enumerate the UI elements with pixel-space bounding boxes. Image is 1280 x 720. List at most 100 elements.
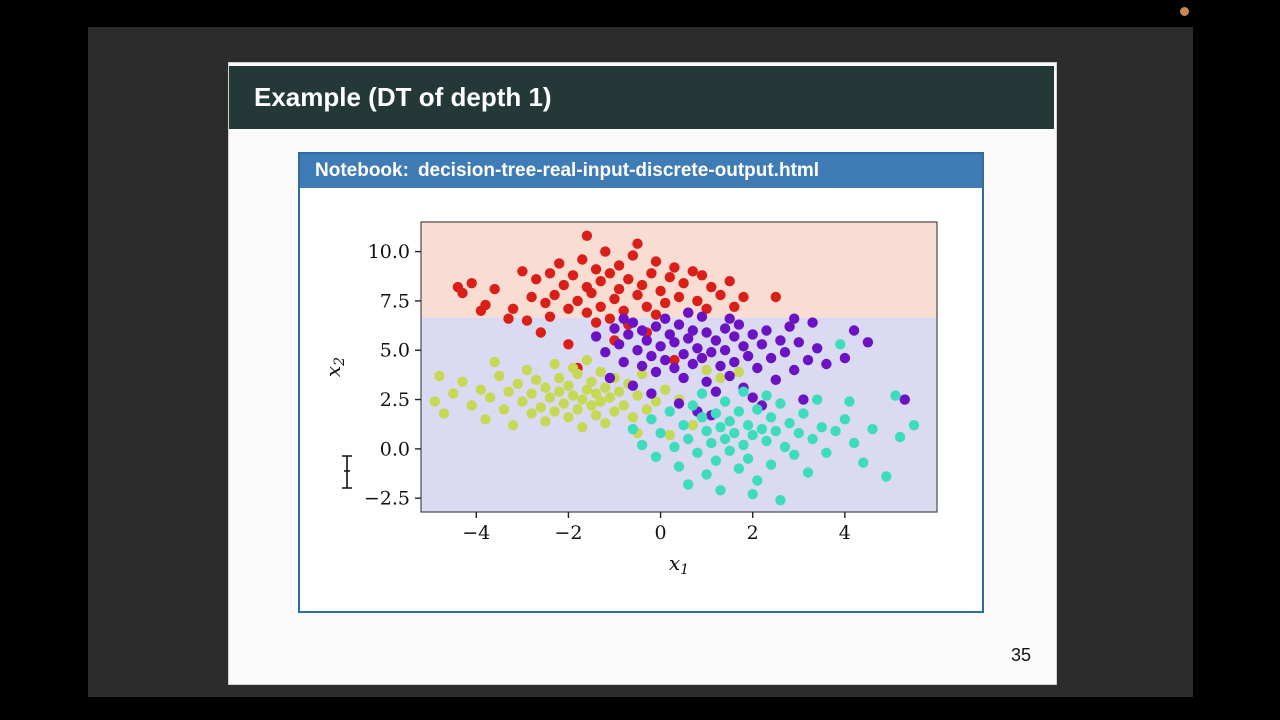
point-class-yellow-green [627,412,639,423]
point-class-purple [752,362,763,374]
point-class-purple [609,323,620,334]
point-class-red [604,268,616,279]
point-class-cyan [719,396,731,407]
point-class-purple [673,319,685,330]
point-class-red [503,313,514,324]
point-class-red [577,254,588,265]
point-class-purple [646,388,657,399]
point-class-yellow-green [507,420,519,431]
point-class-red [480,299,491,311]
point-class-cyan [789,449,800,460]
point-class-cyan [867,423,878,435]
point-class-purple [742,350,754,362]
point-class-yellow-green [531,374,542,385]
point-class-purple [604,372,616,384]
point-class-purple [696,352,708,364]
point-class-red [632,238,643,249]
point-class-red [724,276,735,287]
point-class-cyan [692,447,703,458]
point-class-purple [802,354,814,366]
point-class-red [669,262,680,273]
notebook-box: Notebook: decision-tree-real-input-discre… [298,152,984,613]
notebook-banner: Notebook: decision-tree-real-input-discre… [300,154,982,188]
point-class-yellow-green [554,386,565,397]
point-class-cyan [765,459,777,470]
point-class-yellow-green [600,418,611,429]
point-class-purple [678,372,689,384]
point-class-yellow-green [494,370,505,382]
point-class-yellow-green [581,384,593,395]
point-class-red [563,303,574,314]
point-class-purple [899,394,910,405]
point-class-purple [664,329,675,340]
point-class-cyan [844,396,855,407]
point-class-cyan [765,412,777,423]
point-class-cyan [678,420,689,431]
point-class-red [687,266,698,277]
point-class-red [664,272,675,283]
point-class-purple [618,356,629,368]
point-class-purple [687,358,698,370]
point-class-purple [673,398,685,409]
point-class-purple [618,313,629,324]
point-class-red [595,301,606,312]
point-class-yellow-green [480,414,491,425]
y-tick-label: 2.5 [380,389,410,411]
point-class-cyan [733,463,745,474]
point-class-red [590,317,602,328]
point-class-red [641,301,652,312]
point-class-cyan [894,431,906,443]
point-class-cyan [747,489,758,500]
point-class-red [669,354,680,366]
point-class-cyan [738,386,749,397]
point-class-cyan [724,416,735,427]
point-class-red [770,291,781,303]
point-class-purple [590,331,602,342]
point-class-cyan [719,433,731,445]
point-class-purple [756,339,768,350]
point-class-purple [692,343,703,354]
point-class-red [613,260,625,271]
point-class-cyan [715,485,726,496]
point-class-yellow-green [448,388,459,399]
slide: Example (DT of depth 1) Notebook: decisio… [228,62,1057,685]
point-class-purple [687,325,698,336]
point-class-yellow-green [590,388,602,399]
y-axis-label: x2 [321,357,348,377]
point-class-yellow-green [526,388,537,399]
point-class-purple [627,317,639,328]
point-class-cyan [669,441,680,453]
point-class-red [563,339,574,350]
point-class-red [586,287,597,299]
point-class-cyan [802,467,814,478]
point-class-purple [747,329,758,340]
point-class-cyan [775,495,786,506]
point-class-purple [789,313,800,324]
point-class-purple [812,343,823,354]
point-class-red [544,268,556,279]
point-class-yellow-green [484,392,496,403]
point-class-yellow-green [475,384,487,395]
point-class-red [706,281,717,293]
point-class-red [604,313,616,324]
recording-indicator-dot [1180,7,1189,16]
point-class-red [618,305,629,316]
point-class-purple [784,321,795,332]
point-class-purple [683,333,694,344]
point-class-red [600,246,611,257]
point-class-purple [646,350,657,362]
figure-svg: −4 −2 0 2 4 10.0 7.5 5.0 2.5 0.0 −2.5 x1 x2 [321,221,938,578]
point-class-yellow-green [517,396,528,407]
point-class-cyan [798,408,809,419]
point-class-yellow-green [544,392,556,403]
point-class-cyan [881,471,892,482]
point-class-red [673,291,685,303]
point-class-red [595,276,606,287]
point-class-cyan [839,414,851,425]
point-class-purple [848,325,860,336]
point-class-yellow-green [604,392,616,403]
point-class-cyan [821,447,832,458]
point-class-red [544,311,556,322]
scatter-plot: −4 −2 0 2 4 10.0 7.5 5.0 2.5 0.0 −2.5 x1 x2 [321,221,938,578]
point-class-purple [706,347,717,358]
